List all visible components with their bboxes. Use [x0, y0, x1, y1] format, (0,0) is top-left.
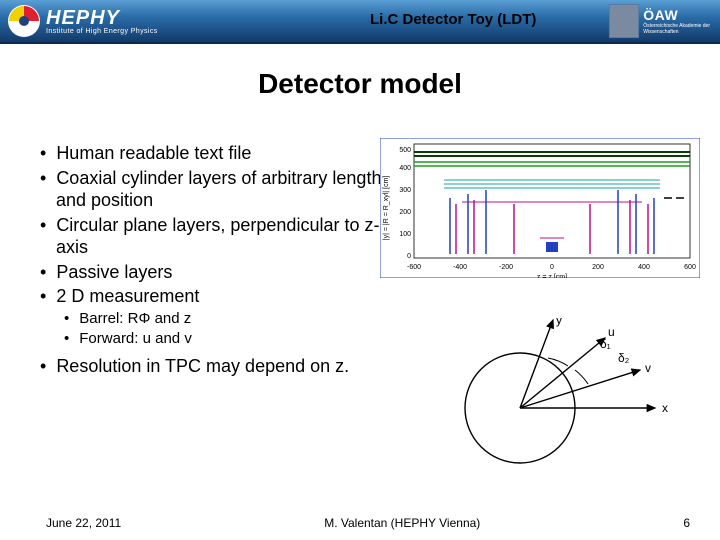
logo-block: HEPHY Institute of High Energy Physics	[0, 0, 300, 43]
bullet-4: Passive layers	[26, 261, 386, 284]
slide-title: Detector model	[0, 68, 720, 100]
sub-2: Forward: u and v	[50, 330, 386, 349]
header-bar: HEPHY Institute of High Energy Physics L…	[0, 0, 720, 44]
svg-text:-600: -600	[407, 264, 421, 271]
header-title: Li.C Detector Toy (LDT)	[370, 11, 536, 28]
logo-big: HEPHY	[46, 8, 158, 28]
svg-text:0: 0	[407, 253, 411, 260]
svg-text:400: 400	[638, 264, 650, 271]
footer: June 22, 2011 M. Valentan (HEPHY Vienna)…	[0, 516, 720, 530]
svg-text:-400: -400	[453, 264, 467, 271]
crest-icon	[609, 4, 639, 38]
org-name: ÖAW	[643, 7, 710, 23]
svg-text:400: 400	[399, 165, 411, 172]
svg-text:0: 0	[550, 264, 554, 271]
sub-1: Barrel: RΦ and z	[50, 310, 386, 329]
svg-text:500: 500	[399, 147, 411, 154]
footer-author: M. Valentan (HEPHY Vienna)	[324, 516, 480, 530]
bullet-3: Circular plane layers, perpendicular to …	[26, 214, 386, 259]
bullet-5: 2 D measurement	[26, 285, 386, 308]
org-sub2: Wissenschaften	[643, 30, 710, 35]
diag-x: x	[662, 401, 668, 415]
logo-text: HEPHY Institute of High Energy Physics	[46, 8, 158, 35]
logo-small: Institute of High Energy Physics	[46, 28, 158, 35]
diag-d2: δ₂	[618, 351, 630, 365]
diag-d1: δ₁	[600, 337, 611, 351]
hephy-logo-icon	[6, 3, 42, 39]
bullet-1: Human readable text file	[26, 142, 386, 165]
uv-diagram: x y u v δ₁ δ₂	[450, 318, 680, 468]
svg-text:300: 300	[399, 187, 411, 194]
bullet-content: Human readable text file Coaxial cylinde…	[26, 142, 386, 380]
footer-date: June 22, 2011	[46, 516, 121, 530]
detector-chart: 0 100 200 300 400 500 -600 -400 -200 0 2…	[380, 138, 700, 278]
chart-ylabel: |y| = |R = R_xyl| [cm]	[383, 176, 390, 241]
chart-xlabel: z = z [cm]	[537, 274, 567, 278]
diag-y: y	[556, 318, 562, 327]
footer-page: 6	[683, 516, 690, 530]
svg-text:200: 200	[592, 264, 604, 271]
bullet-2: Coaxial cylinder layers of arbitrary len…	[26, 167, 386, 212]
svg-text:200: 200	[399, 209, 411, 216]
svg-text:-200: -200	[499, 264, 513, 271]
bullet-6: Resolution in TPC may depend on z.	[26, 355, 386, 378]
svg-text:600: 600	[684, 264, 696, 271]
header-right: ÖAW Österreichische Akademie der Wissens…	[609, 4, 710, 38]
diag-v: v	[645, 361, 651, 375]
svg-text:100: 100	[399, 231, 411, 238]
